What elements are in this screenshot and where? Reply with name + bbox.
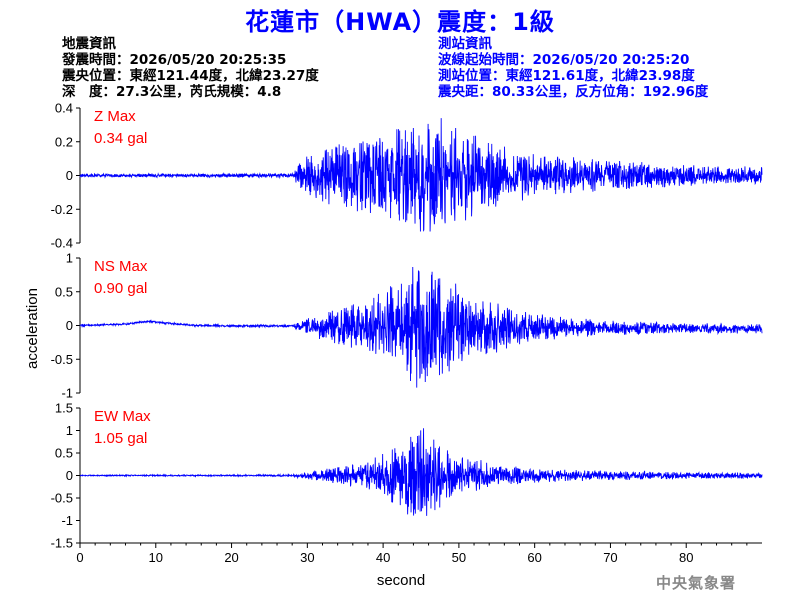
y-tick-label: -0.4 bbox=[51, 236, 73, 251]
distance-azimuth: 震央距：80.33公里，反方位角：192.96度 bbox=[438, 84, 709, 100]
y-tick-label: 1.5 bbox=[55, 401, 73, 416]
event-info-heading: 地震資訊 bbox=[62, 36, 116, 52]
y-tick-label: 0 bbox=[66, 168, 73, 183]
x-tick-label: 70 bbox=[603, 550, 617, 565]
y-tick-label: 0.5 bbox=[55, 284, 73, 299]
y-tick-label: 1 bbox=[66, 251, 73, 266]
max-label-z: Z Max bbox=[94, 108, 136, 125]
y-tick-label: 0 bbox=[66, 318, 73, 333]
epicenter-location: 震央位置：東經121.44度，北緯23.27度 bbox=[62, 68, 319, 84]
x-tick-label: 40 bbox=[376, 550, 390, 565]
y-tick-label: -1 bbox=[61, 386, 73, 401]
max-label-ns: NS Max bbox=[94, 258, 148, 275]
x-tick-label: 10 bbox=[149, 550, 163, 565]
waveform-z bbox=[79, 118, 763, 232]
waveform-ew bbox=[79, 428, 763, 516]
x-tick-label: 30 bbox=[300, 550, 314, 565]
panel-ns: -1 -0.5 0 0.5 1 NS Max 0.90 gal bbox=[51, 251, 763, 401]
y-tick-label: -0.2 bbox=[51, 202, 73, 217]
x-tick-label: 80 bbox=[679, 550, 693, 565]
x-tick-label: 60 bbox=[527, 550, 541, 565]
y-tick-label: 0 bbox=[66, 468, 73, 483]
max-value-ns: 0.90 gal bbox=[94, 280, 147, 297]
max-value-z: 0.34 gal bbox=[94, 130, 147, 147]
wave-start-time: 波線起始時間：2026/05/20 20:25:20 bbox=[438, 52, 690, 68]
y-tick-label: -1 bbox=[61, 513, 73, 528]
max-value-ew: 1.05 gal bbox=[94, 430, 147, 447]
panel-ew: -1.5 -1 -0.5 0 0.5 1 1.5 EW Max 1.05 gal bbox=[51, 401, 763, 551]
station-info-block: 測站資訊 波線起始時間：2026/05/20 20:25:20 測站位置：東經1… bbox=[438, 36, 708, 100]
y-tick-label: 0.4 bbox=[55, 101, 73, 116]
waveform-ns bbox=[79, 266, 763, 388]
depth-magnitude: 深 度：27.3公里，芮氏規模：4.8 bbox=[62, 84, 282, 100]
y-tick-label: -0.5 bbox=[51, 352, 73, 367]
x-tick-label: 50 bbox=[452, 550, 466, 565]
x-axis-label: second bbox=[377, 572, 425, 589]
y-tick-label: 0.2 bbox=[55, 134, 73, 149]
page-title: 花蓮市（HWA）震度：1級 bbox=[245, 8, 555, 36]
event-info-block: 地震資訊 發震時間：2026/05/20 20:25:35 震央位置：東經121… bbox=[62, 36, 319, 100]
agency-credit: 中央氣象署 bbox=[656, 574, 737, 592]
origin-time: 發震時間：2026/05/20 20:25:35 bbox=[62, 52, 287, 68]
y-axis-label: acceleration bbox=[24, 288, 41, 369]
max-label-ew: EW Max bbox=[94, 408, 151, 425]
station-info-heading: 測站資訊 bbox=[438, 36, 492, 52]
y-tick-label: -0.5 bbox=[51, 491, 73, 506]
panel-z: -0.4 -0.2 0 0.2 0.4 Z Max 0.34 gal bbox=[51, 101, 763, 251]
station-location: 測站位置：東經121.61度，北緯23.98度 bbox=[438, 68, 695, 84]
y-tick-label: -1.5 bbox=[51, 536, 73, 551]
x-tick-label: 0 bbox=[76, 550, 83, 565]
x-tick-label: 20 bbox=[224, 550, 238, 565]
y-tick-label: 0.5 bbox=[55, 446, 73, 461]
y-tick-label: 1 bbox=[66, 423, 73, 438]
